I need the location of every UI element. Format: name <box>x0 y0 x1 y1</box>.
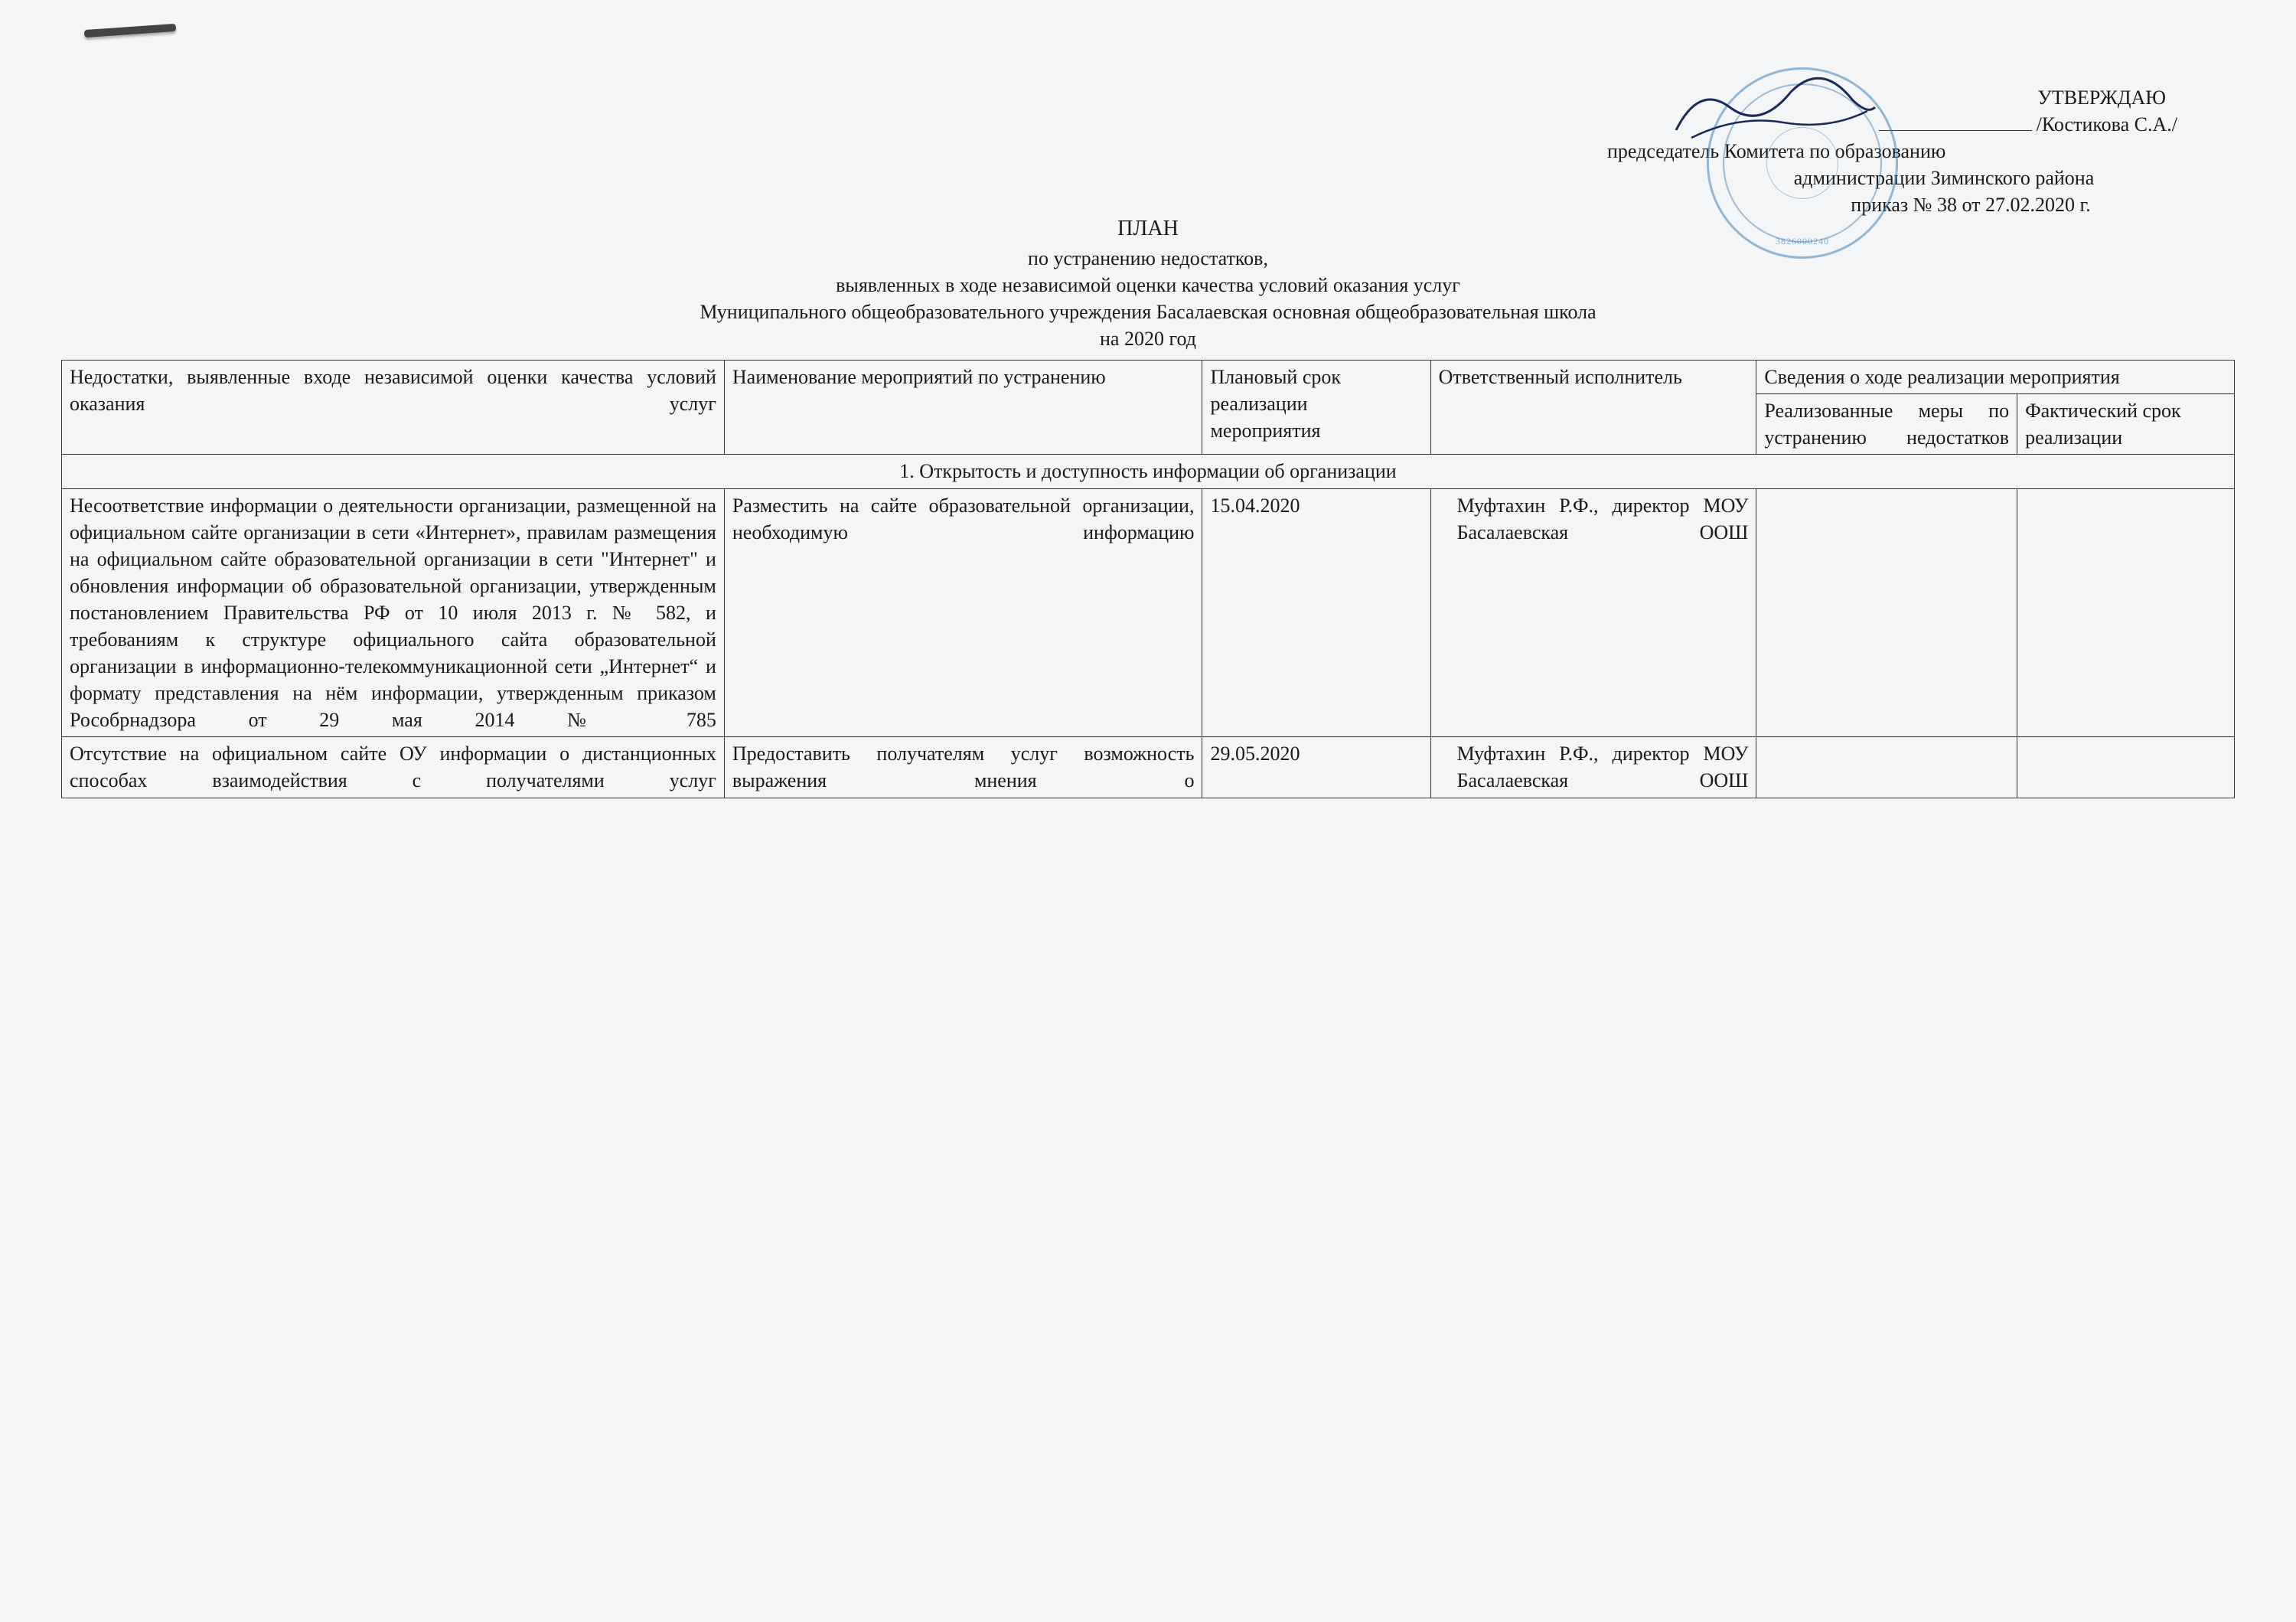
cell-deficiency: Отсутствие на официальном сайте ОУ инфор… <box>62 737 725 798</box>
plan-table: Недостатки, выявленные входе независимой… <box>61 360 2235 798</box>
col-header-progress-group: Сведения о ходе реализации мероприятия <box>1756 361 2235 394</box>
col-header-measures: Реализованные меры по устранению недоста… <box>1756 394 2017 455</box>
col-header-action: Наименование мероприятий по устранению <box>724 361 1202 455</box>
cell-responsible: Муфтахин Р.Ф., директор МОУ Басалаевская… <box>1430 488 1756 737</box>
cell-deadline: 29.05.2020 <box>1202 737 1430 798</box>
staple-mark <box>84 24 176 38</box>
title-sub4: на 2020 год <box>61 325 2235 352</box>
cell-responsible: Муфтахин Р.Ф., директор МОУ Басалаевская… <box>1430 737 1756 798</box>
table-row: Несоответствие информации о деятельности… <box>62 488 2235 737</box>
cell-deficiency: Несоответствие информации о деятельности… <box>62 488 725 737</box>
approval-order: приказ № 38 от 27.02.2020 г. <box>1607 191 2204 218</box>
cell-measures <box>1756 737 2017 798</box>
col-header-deficiency: Недостатки, выявленные входе независимой… <box>62 361 725 455</box>
document-title-block: ПЛАН по устранению недостатков, выявленн… <box>61 214 2235 352</box>
section-row: 1. Открытость и доступность информации о… <box>62 455 2235 488</box>
title-main: ПЛАН <box>61 214 2235 243</box>
title-sub3: Муниципального общеобразовательного учре… <box>61 299 2235 325</box>
signature-mark <box>1668 69 1883 161</box>
cell-action: Предоставить получателям услуг возможнос… <box>724 737 1202 798</box>
title-sub2: выявленных в ходе независимой оценки кач… <box>61 272 2235 299</box>
cell-measures <box>1756 488 2017 737</box>
table-row: Отсутствие на официальном сайте ОУ инфор… <box>62 737 2235 798</box>
approval-admin: администрации Зиминского района <box>1607 165 2204 191</box>
cell-action: Разместить на сайте образовательной орга… <box>724 488 1202 737</box>
col-header-responsible: Ответственный исполнитель <box>1430 361 1756 455</box>
section-title: 1. Открытость и доступность информации о… <box>62 455 2235 488</box>
cell-actual-date <box>2017 737 2235 798</box>
cell-actual-date <box>2017 488 2235 737</box>
cell-deadline: 15.04.2020 <box>1202 488 1430 737</box>
table-header-row: Недостатки, выявленные входе независимой… <box>62 361 2235 394</box>
title-sub1: по устранению недостатков, <box>61 245 2235 272</box>
col-header-deadline: Плановый срок реализации мероприятия <box>1202 361 1430 455</box>
col-header-actual-date: Фактический срок реализации <box>2017 394 2235 455</box>
